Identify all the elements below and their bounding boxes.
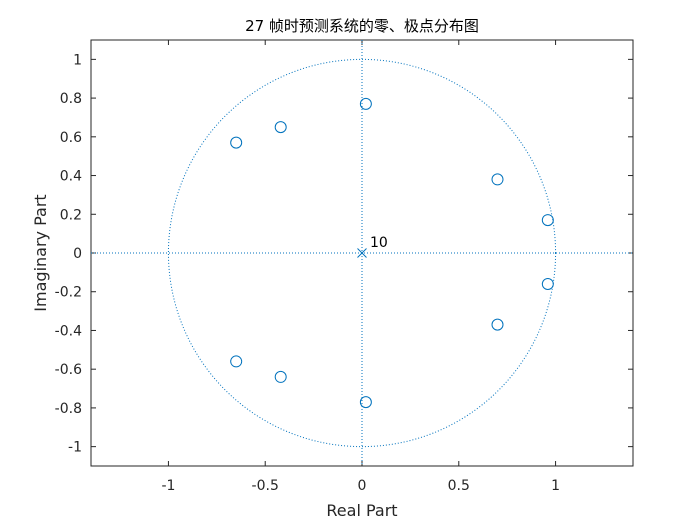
zero-marker <box>274 121 287 134</box>
x-tick-label: 0 <box>358 478 367 494</box>
axes: -1 -0.5 0 0.5 1 1 0.8 0.6 0.4 0.2 0 -0.2 -0.4 -0.6 -0.… <box>55 40 633 494</box>
y-tick-label: -0.2 <box>55 285 82 301</box>
zero-marker <box>541 277 554 290</box>
zero-marker <box>491 173 504 186</box>
zero-marker <box>359 97 372 110</box>
x-tick-label: -0.5 <box>252 478 279 494</box>
y-tick-label: -0.8 <box>55 401 82 417</box>
y-tick-label: 0.4 <box>60 169 82 185</box>
y-axis-label: Imaginary Part <box>31 194 50 311</box>
zero-marker <box>491 318 504 331</box>
y-tick-label: 0 <box>73 246 82 262</box>
zero-marker <box>274 370 287 383</box>
x-tick-label: -1 <box>161 478 175 494</box>
zero-marker <box>541 214 554 227</box>
zero-marker <box>359 396 372 409</box>
y-tick-label: 0.6 <box>60 130 82 146</box>
unit-circle <box>167 58 557 448</box>
y-tick-label: 0.8 <box>60 91 82 107</box>
chart-marks: 10 <box>91 40 633 466</box>
y-tick-label: -1 <box>68 440 82 456</box>
zero-marker <box>230 136 243 149</box>
y-tick-label: 1 <box>73 52 82 68</box>
chart-title: 27 帧时预测系统的零、极点分布图 <box>245 17 479 35</box>
pole-multiplicity-label: 10 <box>370 235 388 251</box>
x-tick-label: 0.5 <box>448 478 470 494</box>
x-tick-label: 1 <box>551 478 560 494</box>
y-tick-label: -0.6 <box>55 362 82 378</box>
y-tick-label: -0.4 <box>55 323 82 339</box>
x-axis-label: Real Part <box>326 501 397 520</box>
y-tick-label: 0.2 <box>60 207 82 223</box>
pole-marker <box>357 248 367 258</box>
zero-marker <box>230 355 243 368</box>
